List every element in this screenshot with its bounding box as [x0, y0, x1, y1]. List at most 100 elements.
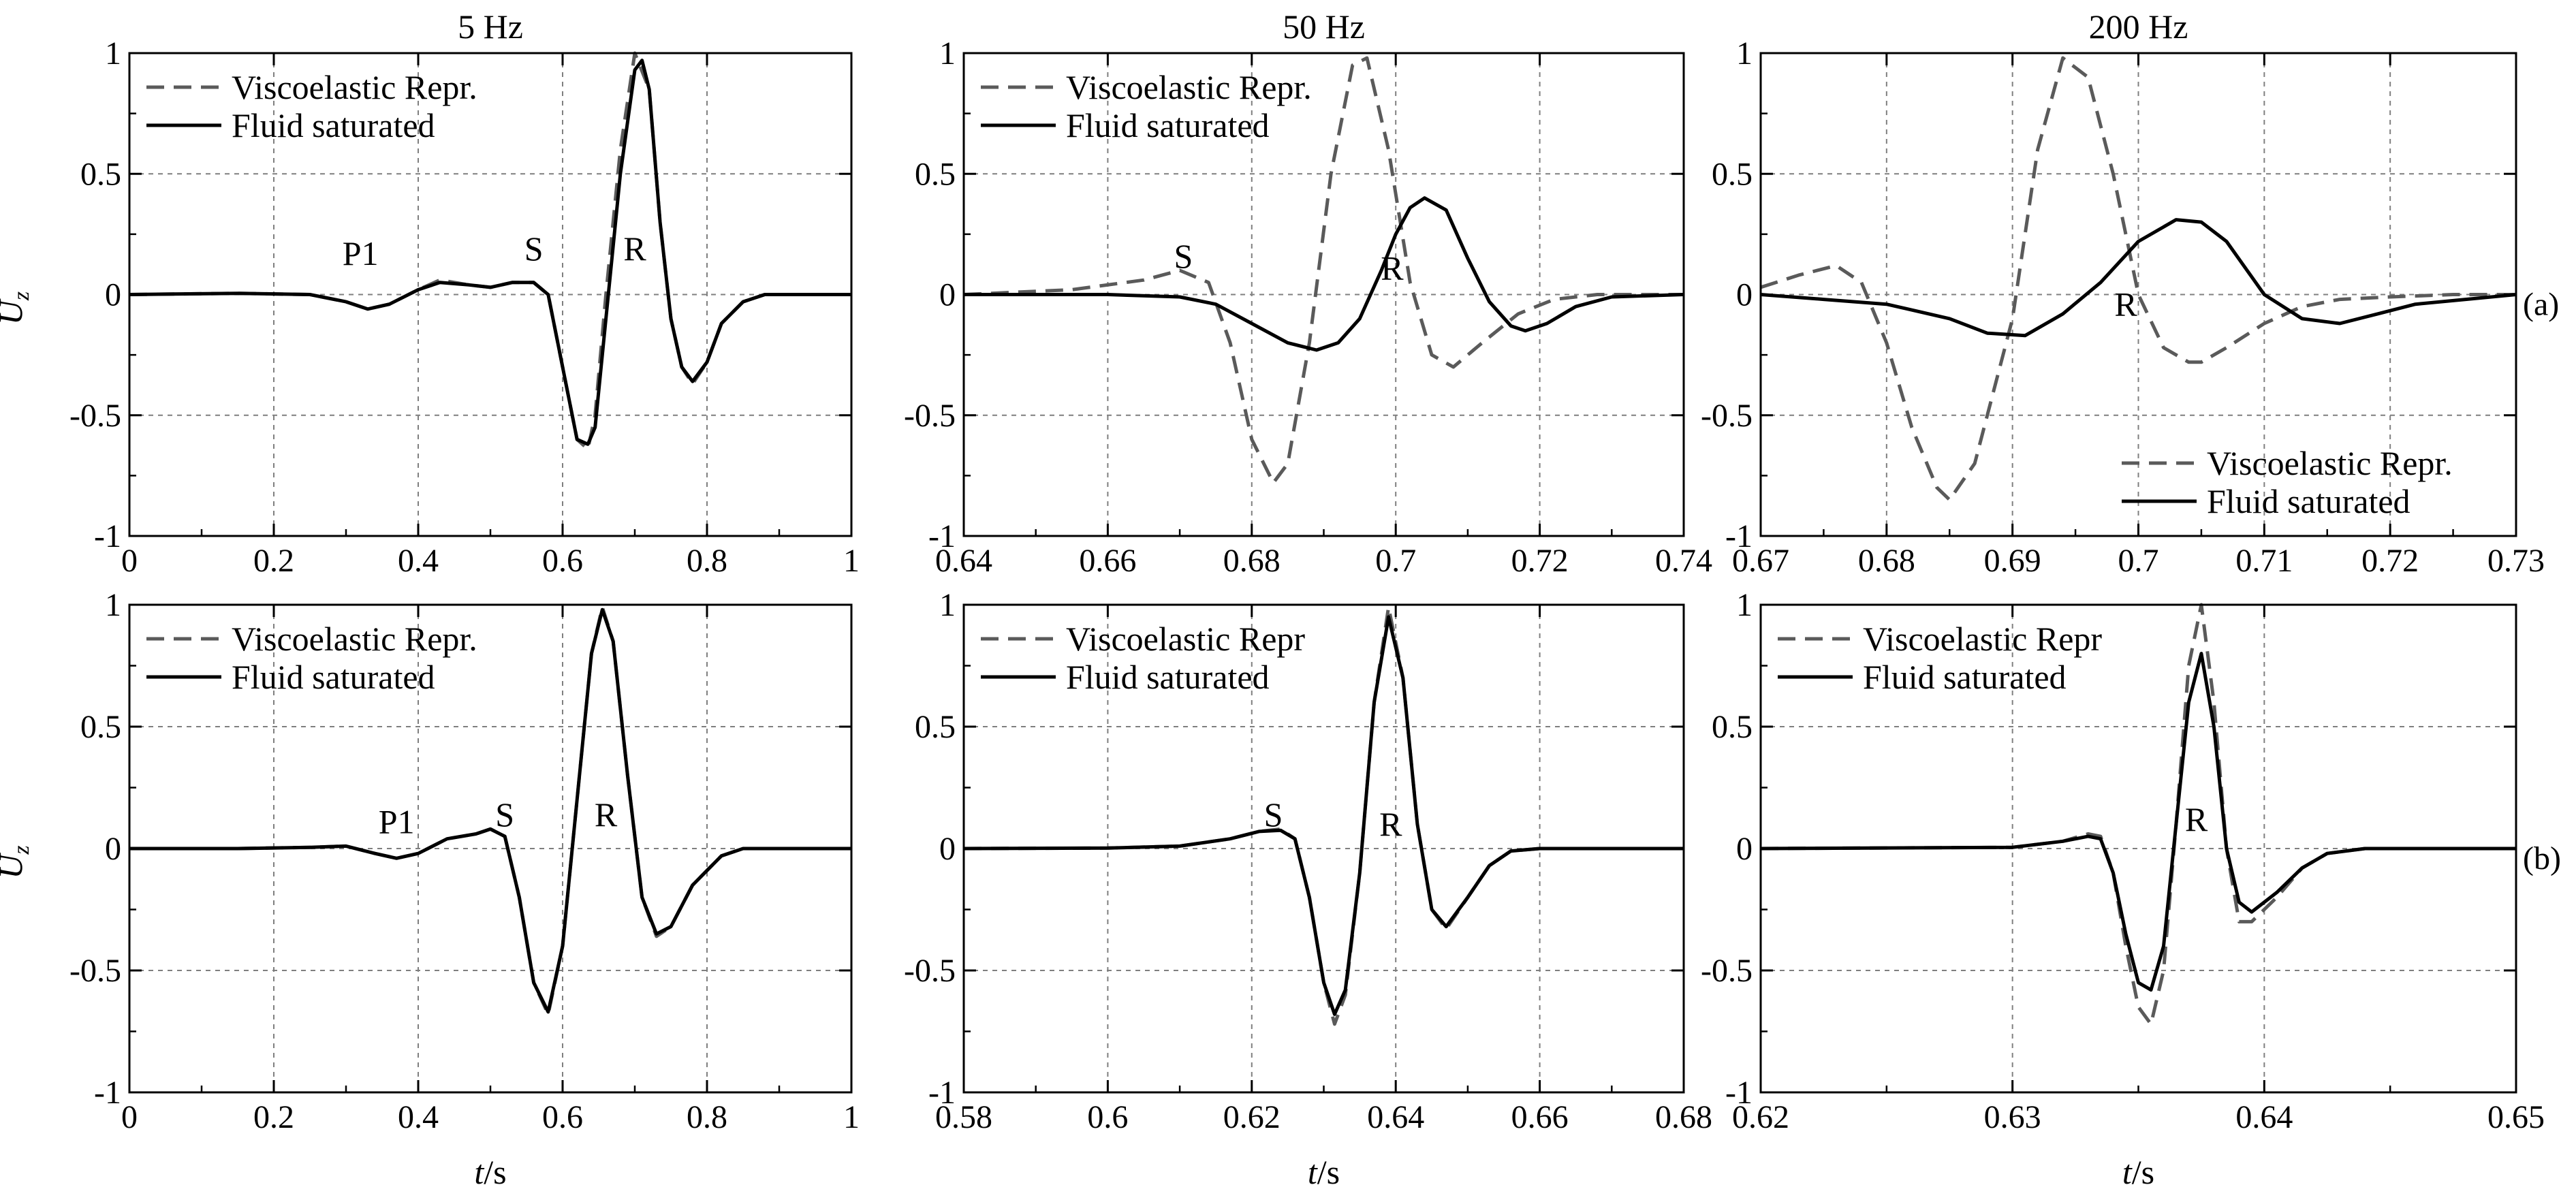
y-tick-label: -1	[928, 518, 956, 554]
legend: Viscoelastic Repr.Fluid saturated	[981, 68, 1312, 144]
x-tick-label: 0.72	[2361, 543, 2419, 579]
x-tick-label: 0.6	[542, 543, 583, 579]
y-tick-label: 0.5	[1712, 156, 1753, 192]
wave-annotation: R	[2185, 800, 2208, 838]
x-tick-label: 0.65	[2487, 1099, 2545, 1135]
wave-annotation: R	[2114, 285, 2137, 323]
x-tick-label: 0.64	[1367, 1099, 1424, 1135]
legend-label-viscoelastic: Viscoelastic Repr	[1066, 620, 1305, 658]
legend-label-viscoelastic: Viscoelastic Repr.	[232, 620, 477, 658]
x-tick-label: 0.67	[1732, 543, 1789, 579]
series-group	[129, 51, 851, 451]
y-axis-label-main: U	[0, 853, 29, 879]
y-tick-label: 0.5	[1712, 709, 1753, 745]
panel-a1: 0 0.2 0.4 0.6 0.8 1 -1 -0.5 0 0.5 1 5 Hz Uz Viscoelas…	[0, 7, 860, 579]
y-tick-label: 1	[1736, 587, 1753, 623]
legend-label-viscoelastic: Viscoelastic Repr	[1863, 620, 2102, 658]
legend: Viscoelastic Repr.Fluid saturated	[2122, 444, 2453, 520]
x-tick-label: 0.7	[2118, 543, 2159, 579]
x-axis-label: t/s	[474, 1153, 506, 1191]
x-tick-label: 0.6	[1087, 1099, 1128, 1135]
x-tick-label: 0.66	[1079, 543, 1136, 579]
x-tick-label: 0.72	[1511, 543, 1569, 579]
x-tick-label: 0.71	[2235, 543, 2293, 579]
panel-b3: 0.62 0.63 0.64 0.65 -1 -0.5 0 0.5 1 (b) t/s Viscoel…	[1701, 587, 2561, 1191]
wave-annotation: R	[1381, 249, 1404, 287]
x-tick-label: 0.58	[935, 1099, 992, 1135]
x-axis-label-unit: /s	[484, 1153, 506, 1191]
series-group	[963, 56, 1684, 485]
series-group	[1760, 603, 2516, 1026]
wave-annotation: S	[495, 795, 514, 834]
y-tick-label: 1	[939, 35, 956, 72]
panel-a3: 0.67 0.68 0.69 0.7 0.71 0.72 0.73 -1 -0.5 0 0.5 1 20…	[1701, 7, 2559, 579]
x-tick-label: 0.68	[1655, 1099, 1712, 1135]
y-tick-label: -1	[94, 1075, 121, 1111]
row-tag: (b)	[2523, 840, 2561, 876]
column-title: 5 Hz	[458, 7, 523, 46]
wave-annotation: P1	[343, 234, 379, 272]
series-line-viscoelastic	[1760, 603, 2516, 1026]
y-axis-label: Uz	[0, 291, 34, 325]
legend: Viscoelastic Repr.Fluid saturated	[146, 68, 477, 144]
legend-label-fluid: Fluid saturated	[232, 658, 435, 696]
series-line-viscoelastic	[963, 56, 1684, 485]
series-line-viscoelastic	[1760, 56, 2516, 502]
y-tick-label: 0.5	[80, 156, 121, 192]
x-tick-label: 0.69	[1984, 543, 2041, 579]
x-tick-label: 0.7	[1375, 543, 1416, 579]
series-group	[129, 605, 851, 1016]
y-tick-label: -0.5	[69, 953, 121, 989]
y-tick-label: -0.5	[1701, 398, 1753, 434]
y-axis-label-subscript: z	[9, 845, 34, 855]
x-axis-label-var: t	[2122, 1153, 2133, 1191]
x-axis-label-var: t	[1308, 1153, 1318, 1191]
x-tick-label: 0.66	[1511, 1099, 1569, 1135]
y-tick-label: -1	[1725, 1075, 1753, 1111]
wave-annotation: S	[1174, 237, 1193, 275]
panel-a2: 0.64 0.66 0.68 0.7 0.72 0.74 -1 -0.5 0 0.5 1 50 Hz V…	[904, 7, 1712, 579]
x-tick-label: 0.68	[1858, 543, 1915, 579]
legend-label-fluid: Fluid saturated	[1863, 658, 2067, 696]
x-axis-label-unit: /s	[1317, 1153, 1340, 1191]
y-tick-label: 0.5	[80, 709, 121, 745]
series-group	[963, 605, 1684, 1026]
x-axis-label: t/s	[2122, 1153, 2154, 1191]
x-tick-label: 0.8	[687, 543, 727, 579]
wave-annotation: S	[1264, 795, 1283, 834]
x-tick-label: 0.64	[935, 543, 992, 579]
wave-annotation: S	[524, 230, 544, 268]
y-tick-label: 0	[105, 277, 121, 313]
x-tick-label: 0.8	[687, 1099, 727, 1135]
legend: Viscoelastic Repr.Fluid saturated	[146, 620, 477, 696]
wave-annotation: R	[623, 230, 646, 268]
legend-label-fluid: Fluid saturated	[2207, 482, 2410, 520]
series-line-fluid-saturated	[964, 196, 1684, 352]
wave-annotation: R	[1379, 805, 1402, 843]
x-tick-label: 0.74	[1655, 543, 1712, 579]
y-tick-label: 1	[105, 35, 121, 72]
x-tick-label: 0.63	[1984, 1099, 2041, 1135]
x-tick-label: 0	[121, 1099, 138, 1135]
x-axis-label-unit: /s	[2132, 1153, 2154, 1191]
x-tick-label: 0.64	[2235, 1099, 2293, 1135]
wave-annotation: R	[595, 795, 618, 834]
legend-label-viscoelastic: Viscoelastic Repr.	[232, 68, 477, 106]
x-tick-label: 0.62	[1223, 1099, 1281, 1135]
wave-annotation: P1	[379, 803, 415, 841]
series-line-fluid-saturated	[1760, 652, 2516, 992]
y-axis-label-main: U	[0, 298, 29, 325]
x-tick-label: 0.2	[253, 1099, 294, 1135]
y-axis-label: Uz	[0, 845, 34, 879]
series-line-fluid-saturated	[963, 615, 1684, 1016]
panel-b2: 0.58 0.6 0.62 0.64 0.66 0.68 -1 -0.5 0 0.5 1 t/s Vis…	[904, 587, 1712, 1191]
x-tick-label: 0.4	[398, 543, 439, 579]
legend-label-viscoelastic: Viscoelastic Repr.	[2207, 444, 2453, 482]
y-axis-label-subscript: z	[9, 291, 34, 301]
y-tick-label: 1	[1736, 35, 1753, 72]
y-tick-label: 1	[939, 587, 956, 623]
x-tick-label: 0.4	[398, 1099, 439, 1135]
series-group	[1760, 56, 2517, 502]
